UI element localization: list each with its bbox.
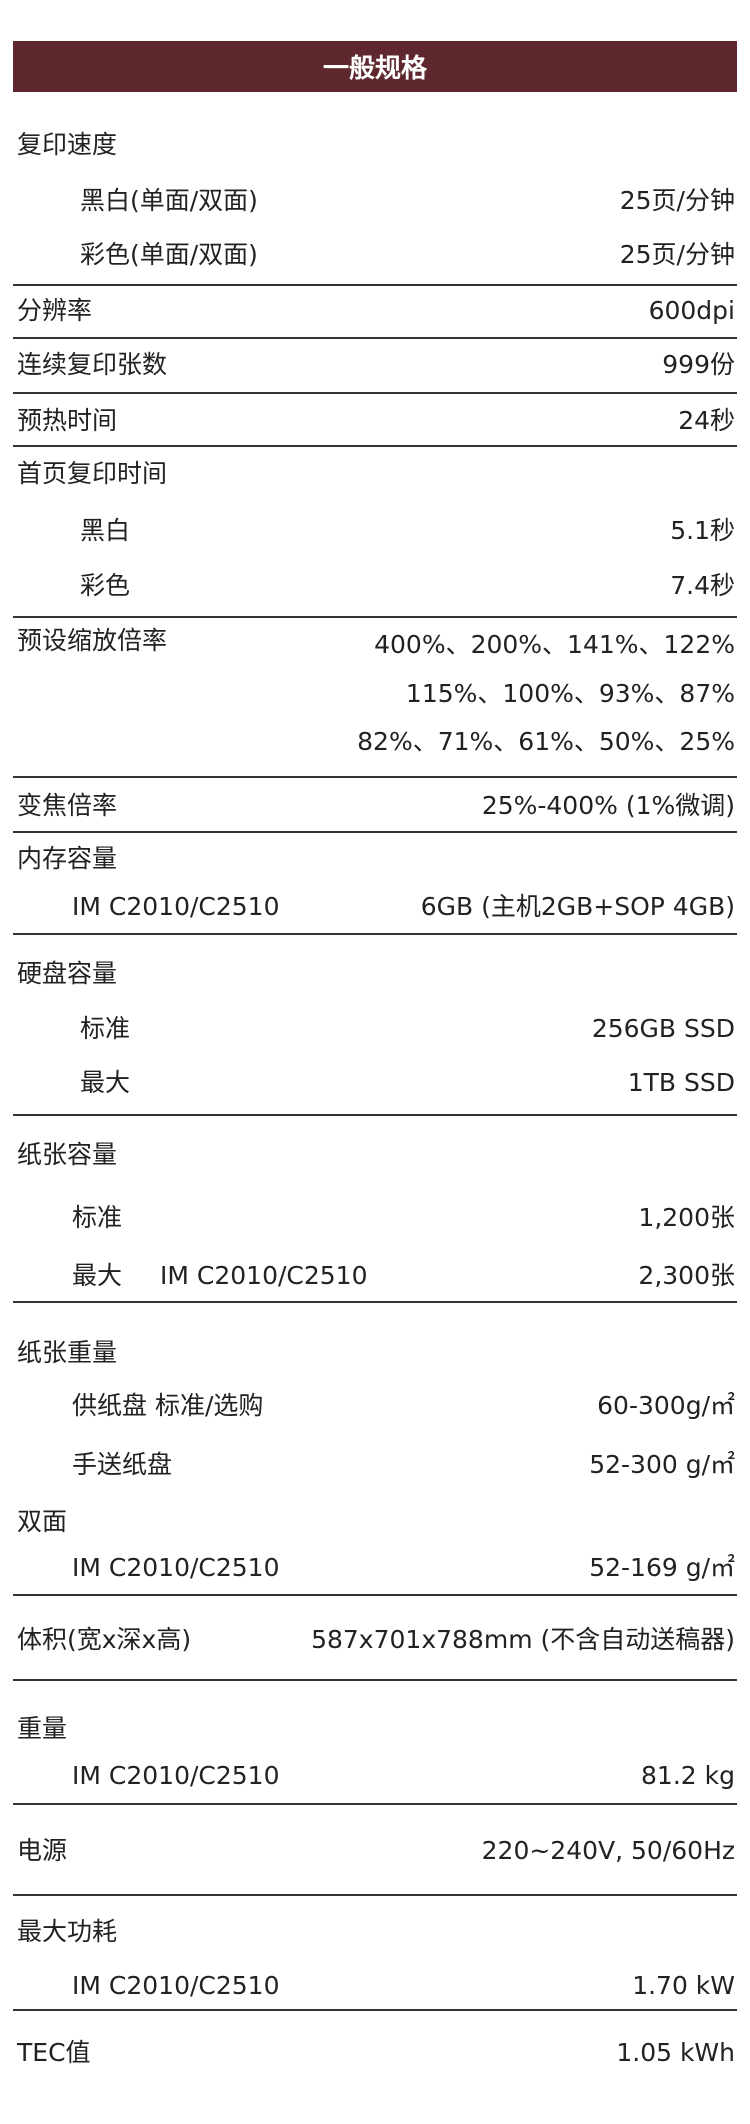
spec-value: 400%、200%、141%、122% — [374, 630, 735, 659]
divider — [13, 831, 737, 833]
spec-sublabel: 黑白 — [80, 516, 131, 545]
divider — [13, 1301, 737, 1303]
spec-value: 1TB SSD — [627, 1068, 735, 1097]
spec-sublabel: 黑白(单面/双面) — [80, 186, 258, 215]
spec-label: 内存容量 — [17, 844, 118, 873]
spec-label: 首页复印时间 — [17, 459, 168, 488]
spec-model: IM C2010/C2510 — [72, 1971, 280, 2000]
spec-sublabel: 彩色(单面/双面) — [80, 240, 258, 269]
spec-value: 999份 — [662, 350, 735, 379]
divider — [13, 1803, 737, 1805]
divider — [13, 284, 737, 286]
divider — [13, 776, 737, 778]
section-title: 一般规格 — [322, 54, 427, 84]
divider — [13, 445, 737, 447]
spec-label: 分辨率 — [17, 296, 93, 325]
spec-label: 电源 — [17, 1836, 68, 1865]
spec-model: IM C2010/C2510 — [72, 892, 280, 921]
spec-sublabel: 最大 — [80, 1068, 131, 1097]
spec-label: 重量 — [17, 1714, 68, 1743]
spec-model: IM C2010/C2510 — [72, 1761, 280, 1790]
spec-sublabel: 标准 — [72, 1203, 123, 1232]
spec-sublabel: 双面 — [17, 1507, 68, 1536]
spec-label: 纸张重量 — [17, 1338, 118, 1367]
spec-value: 82%、71%、61%、50%、25% — [357, 727, 735, 756]
spec-label: 最大功耗 — [17, 1917, 118, 1946]
spec-value: 25%-400% (1%微调) — [481, 791, 735, 820]
spec-model: IM C2010/C2510 — [72, 1553, 280, 1582]
spec-value: 25页/分钟 — [619, 240, 735, 269]
spec-value: 115%、100%、93%、87% — [405, 679, 735, 708]
spec-model: IM C2010/C2510 — [160, 1261, 368, 1290]
divider — [13, 392, 737, 394]
spec-value: 52-169 g/㎡ — [589, 1553, 735, 1582]
spec-label: 硬盘容量 — [17, 959, 118, 988]
spec-value: 7.4秒 — [670, 571, 735, 600]
spec-value: 52-300 g/㎡ — [589, 1450, 735, 1479]
spec-value: 2,300张 — [638, 1261, 735, 1290]
spec-value: 1.05 kWh — [616, 2038, 735, 2067]
divider — [13, 933, 737, 935]
spec-sublabel: 标准 — [80, 1014, 131, 1043]
section-header: 一般规格 — [13, 41, 737, 92]
spec-label: 体积(宽x深x高) — [17, 1625, 192, 1654]
spec-value: 600dpi — [648, 296, 735, 325]
spec-value: 6GB (主机2GB+SOP 4GB) — [420, 892, 735, 921]
spec-label: 变焦倍率 — [17, 791, 118, 820]
divider — [13, 1114, 737, 1116]
spec-label: 复印速度 — [17, 130, 118, 159]
spec-value: 220~240V, 50/60Hz — [481, 1836, 735, 1865]
spec-value: 60-300g/㎡ — [597, 1391, 735, 1420]
spec-sublabel: 最大 — [72, 1261, 123, 1290]
spec-value: 587x701x788mm (不含自动送稿器) — [311, 1625, 735, 1654]
spec-label: 预热时间 — [17, 406, 118, 435]
spec-value: 25页/分钟 — [619, 186, 735, 215]
spec-value: 256GB SSD — [591, 1014, 735, 1043]
divider — [13, 337, 737, 339]
spec-sublabel: 彩色 — [80, 571, 131, 600]
spec-label: 纸张容量 — [17, 1140, 118, 1169]
divider — [13, 616, 737, 618]
divider — [13, 1594, 737, 1596]
spec-value: 5.1秒 — [670, 516, 735, 545]
spec-value: 81.2 kg — [641, 1761, 735, 1790]
spec-label: 连续复印张数 — [17, 350, 168, 379]
spec-sublabel: 供纸盘 标准/选购 — [72, 1391, 264, 1420]
divider — [13, 1679, 737, 1681]
spec-label: TEC值 — [17, 2038, 91, 2067]
spec-value: 1,200张 — [638, 1203, 735, 1232]
spec-value: 1.70 kW — [632, 1971, 735, 2000]
spec-value: 24秒 — [678, 406, 735, 435]
spec-label: 预设缩放倍率 — [17, 626, 168, 655]
spec-sublabel: 手送纸盘 — [72, 1450, 173, 1479]
divider — [13, 1894, 737, 1896]
divider — [13, 2009, 737, 2011]
